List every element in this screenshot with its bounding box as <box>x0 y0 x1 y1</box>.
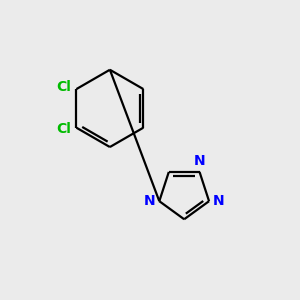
Text: Cl: Cl <box>56 80 71 94</box>
Text: Cl: Cl <box>56 122 71 136</box>
Text: N: N <box>213 194 224 208</box>
Text: N: N <box>194 154 206 168</box>
Text: N: N <box>144 194 155 208</box>
